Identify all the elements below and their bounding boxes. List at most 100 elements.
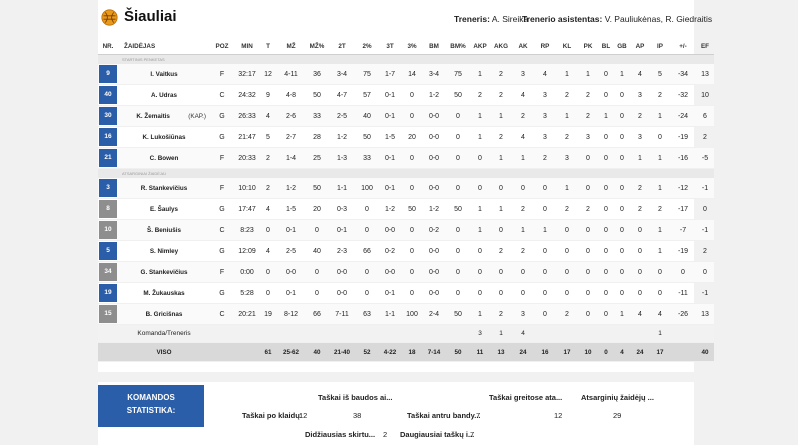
column-header[interactable]: RP [534, 38, 556, 55]
stat-cell: 0-1 [378, 282, 402, 304]
column-header[interactable]: MŽ% [306, 38, 328, 55]
player-row[interactable]: 19 M. Žukauskas G 5:28 0 0-1 0 0-0 0 0-1 0 0-0 0 0 0 0 0… [98, 282, 714, 304]
stat-cell: 4-22 [378, 342, 402, 362]
stat-cell: 0 [614, 198, 630, 220]
column-header[interactable]: 3T [378, 38, 402, 55]
column-header[interactable]: GB [614, 38, 630, 55]
stat-cell: 1 [650, 219, 670, 241]
stat-cell: 0 [402, 105, 422, 127]
player-name-cell[interactable]: S. Nimley [118, 240, 210, 262]
player-position: G [210, 198, 234, 220]
player-name[interactable]: K. Lukošiūnas [142, 133, 186, 141]
stat-cell: 8:23 [234, 219, 260, 241]
stat-cell: 28 [306, 126, 328, 148]
player-row[interactable]: 9 I. Vaitkus F 32:17 12 4-11 36 3-4 75 1-7 14 3-4 75… [98, 64, 714, 85]
stat-cell: 0-2 [378, 240, 402, 262]
player-name-cell[interactable]: C. Bowen [118, 147, 210, 169]
stat-cell: 1-1 [328, 178, 356, 199]
player-name[interactable]: E. Šaulys [149, 205, 178, 213]
column-header[interactable]: AKG [490, 38, 512, 55]
column-header[interactable]: POZ [210, 38, 234, 55]
stat-cell: 11 [470, 342, 490, 362]
column-header[interactable]: EF [696, 38, 714, 55]
player-row[interactable]: 16 K. Lukošiūnas G 21:47 5 2-7 28 1-2 50 1-5 20 0-0… [98, 126, 714, 148]
stat-cell: 0 [260, 261, 276, 283]
column-header[interactable]: AP [630, 38, 650, 55]
player-name-cell[interactable]: I. Vaitkus [118, 64, 210, 85]
player-name-cell[interactable]: K. Žemaitis (KAP.) [118, 105, 210, 127]
stat-cell: 1-3 [328, 147, 356, 169]
column-header[interactable]: 3% [402, 38, 422, 55]
stat-cell: 20 [402, 126, 422, 148]
player-name-cell[interactable]: Š. Beniušis [118, 219, 210, 241]
column-header[interactable]: 2% [356, 38, 378, 55]
player-row[interactable]: 21 C. Bowen F 20:33 2 1-4 25 1-3 33 0-1 0 0-0 0 0 1 1 2 3… [98, 147, 714, 169]
stat-cell: 0-1 [276, 219, 306, 241]
player-name[interactable]: B. Gricišnas [145, 310, 183, 318]
stat-cell: 1-2 [422, 198, 446, 220]
stat-cell: 0-1 [378, 105, 402, 127]
player-row[interactable]: 8 E. Šaulys G 17:47 4 1-5 20 0-3 0 1-2 50 1-2 50 1 1 2 0… [98, 198, 714, 220]
stat-cell: 40 [356, 105, 378, 127]
stat-cell: 36 [306, 64, 328, 85]
player-name[interactable]: A. Udras [151, 91, 177, 99]
stat-cell: 26:33 [234, 105, 260, 127]
player-name[interactable]: S. Nimley [149, 247, 179, 255]
column-header[interactable]: MIN [234, 38, 260, 55]
stat-cell [556, 324, 578, 343]
column-header[interactable]: BL [598, 38, 614, 55]
stat-label-second-chance-points: Taškai antru bandy... [407, 411, 481, 420]
stat-cell: 2 [490, 126, 512, 148]
column-header[interactable]: BM [422, 38, 446, 55]
player-name[interactable]: C. Bowen [149, 154, 179, 162]
stat-cell: 0 [446, 105, 470, 127]
player-row[interactable]: 30 K. Žemaitis (KAP.) G 26:33 4 2-6 33 2-5 40 0-1 0… [98, 105, 714, 127]
stat-cell: 0 [512, 261, 534, 283]
player-row[interactable]: 40 A. Udras C 24:32 9 4-8 50 4-7 57 0-1 0 1-2 50 2 2 4 3… [98, 84, 714, 106]
player-name[interactable]: I. Vaitkus [150, 70, 178, 78]
player-name[interactable]: R. Stankevičius [140, 184, 188, 192]
column-header[interactable]: KL [556, 38, 578, 55]
column-header[interactable]: T [260, 38, 276, 55]
player-name-cell[interactable]: E. Šaulys [118, 198, 210, 220]
player-row[interactable]: 3 R. Stankevičius F 10:10 2 1-2 50 1-1 100 0-1 0 0-… [98, 178, 714, 199]
player-name-cell[interactable]: G. Stankevičius [118, 261, 210, 283]
column-header[interactable]: ŽAIDĖJAS [118, 38, 210, 55]
player-row[interactable]: 10 Š. Beniušis C 8:23 0 0-1 0 0-1 0 0-0 0 0-2 0 1 0 1 1 0… [98, 219, 714, 241]
stat-cell: 0 [402, 147, 422, 169]
stat-cell: 1-7 [378, 64, 402, 85]
player-name-cell[interactable]: K. Lukošiūnas [118, 126, 210, 148]
player-name-cell[interactable]: A. Udras [118, 84, 210, 106]
player-name[interactable]: G. Stankevičius [140, 268, 188, 276]
player-name-cell[interactable]: M. Žukauskas [118, 282, 210, 304]
stat-cell: 0 [598, 240, 614, 262]
column-header[interactable]: PK [578, 38, 598, 55]
player-row[interactable]: 15 B. Gricišnas C 20:21 19 8-12 66 7-11 63 1-1 100… [98, 303, 714, 325]
column-header[interactable]: 2T [328, 38, 356, 55]
stat-cell: 2 [556, 126, 578, 148]
column-header[interactable]: BM% [446, 38, 470, 55]
stat-cell: 24 [630, 342, 650, 362]
column-header[interactable]: AKP [470, 38, 490, 55]
stat-cell: 2 [556, 198, 578, 220]
column-header[interactable]: MŽ [276, 38, 306, 55]
column-header[interactable]: +/- [670, 38, 696, 55]
stat-cell: 0 [306, 219, 328, 241]
column-header[interactable]: AK [512, 38, 534, 55]
column-header[interactable]: NR. [98, 38, 118, 55]
player-name[interactable]: M. Žukauskas [143, 289, 185, 297]
stat-value-most-points-run: 7 [470, 430, 475, 439]
stat-cell: 2 [630, 198, 650, 220]
player-name[interactable]: Š. Beniušis [147, 226, 181, 234]
player-name-cell[interactable]: R. Stankevičius [118, 178, 210, 199]
stat-cell: 0 [446, 147, 470, 169]
player-row[interactable]: 5 S. Nimley G 12:09 4 2-5 40 2-3 66 0-2 0 0-0 0 0 2 2 0 0… [98, 240, 714, 262]
player-row[interactable]: 34 G. Stankevičius F 0:00 0 0-0 0 0-0 0 0-0 0 0-0 0 0… [98, 261, 714, 283]
stat-cell: 40 [696, 342, 714, 362]
player-name-cell[interactable]: B. Gricišnas [118, 303, 210, 325]
player-number-cell: 34 [98, 261, 118, 283]
player-position: F [210, 178, 234, 199]
player-name[interactable]: K. Žemaitis [136, 112, 170, 120]
column-header[interactable]: IP [650, 38, 670, 55]
stat-cell: 0 [578, 240, 598, 262]
